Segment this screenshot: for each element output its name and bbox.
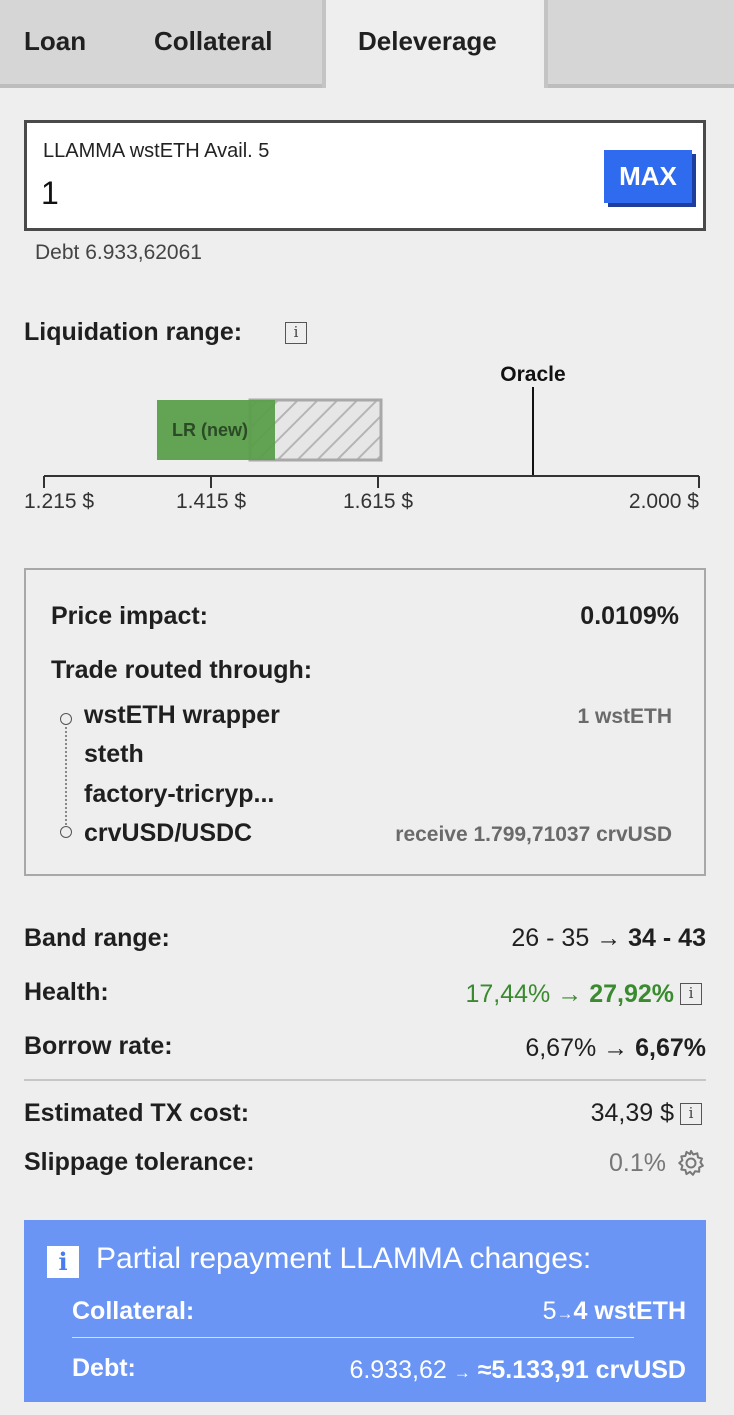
liquidation-range-title: Liquidation range: bbox=[24, 318, 243, 346]
alert-collateral-from: 5 bbox=[542, 1297, 557, 1325]
liquidation-range-chart: LR (new) Oracle 1.215 $ 1.415 $ 1.615 $ … bbox=[0, 360, 734, 540]
new-range-label: LR (new) bbox=[172, 420, 248, 440]
health-value: 17,44% → 27,92% bbox=[466, 980, 675, 1009]
x-tick-label: 1.415 $ bbox=[176, 490, 246, 513]
band-range-label: Band range: bbox=[24, 924, 170, 952]
arrow-icon: → bbox=[557, 980, 583, 1008]
borrow-rate-to: 6,67% bbox=[635, 1034, 706, 1062]
x-tick-label: 2.000 $ bbox=[629, 490, 699, 513]
slippage-value: 0.1% bbox=[609, 1149, 666, 1177]
alert-debt-to: ≈5.133,91 crvUSD bbox=[477, 1356, 686, 1384]
tab-bar: Loan Collateral Deleverage bbox=[0, 0, 734, 88]
collateral-amount-input[interactable] bbox=[41, 175, 441, 212]
health-to: 27,92% bbox=[589, 980, 674, 1008]
tab-loan[interactable]: Loan bbox=[0, 0, 130, 84]
route-connector bbox=[65, 723, 67, 829]
band-range-from: 26 - 35 bbox=[511, 924, 590, 952]
alert-debt-label: Debt: bbox=[72, 1354, 136, 1382]
debt-text: Debt 6.933,62061 bbox=[35, 241, 202, 264]
alert-collateral-label: Collateral: bbox=[72, 1297, 195, 1325]
route-step: crvUSD/USDC bbox=[84, 819, 253, 847]
borrow-rate-value: 6,67% → 6,67% bbox=[525, 1034, 706, 1063]
alert-collateral-value: 5→4 wstETH bbox=[543, 1297, 686, 1326]
alert-debt-value: 6.933,62 → ≈5.133,91 crvUSD bbox=[349, 1356, 686, 1385]
collateral-input-card: LLAMMA wstETH Avail. 5 MAX bbox=[24, 120, 706, 231]
tx-cost-value: 34,39 $ bbox=[590, 1099, 674, 1127]
arrow-icon: → bbox=[603, 1034, 629, 1062]
route-step: steth bbox=[84, 740, 144, 768]
oracle-label: Oracle bbox=[500, 363, 565, 386]
route-start-dot bbox=[60, 713, 72, 725]
tab-divider bbox=[548, 84, 734, 88]
tab-spacer bbox=[548, 0, 734, 84]
arrow-icon: → bbox=[556, 1304, 574, 1323]
trade-summary-box: Price impact: 0.0109% Trade routed throu… bbox=[24, 568, 706, 876]
route-step: wstETH wrapper bbox=[84, 701, 280, 729]
slippage-label: Slippage tolerance: bbox=[24, 1148, 255, 1176]
llamma-changes-alert: i Partial repayment LLAMMA changes: bbox=[24, 1220, 706, 1402]
tx-cost-info-icon[interactable]: i bbox=[680, 1103, 702, 1125]
x-tick-label: 1.615 $ bbox=[343, 490, 413, 513]
tab-deleverage[interactable]: Deleverage bbox=[322, 0, 548, 88]
band-range-to: 34 - 43 bbox=[628, 924, 706, 952]
alert-divider bbox=[72, 1337, 634, 1338]
health-label: Health: bbox=[24, 978, 109, 1006]
x-tick-label: 1.215 $ bbox=[24, 490, 94, 513]
borrow-rate-label: Borrow rate: bbox=[24, 1032, 173, 1060]
new-range-bar bbox=[157, 400, 275, 460]
price-impact-value: 0.0109% bbox=[580, 602, 679, 630]
health-info-icon[interactable]: i bbox=[680, 983, 702, 1005]
tab-divider bbox=[0, 84, 322, 88]
trade-routed-label: Trade routed through: bbox=[51, 656, 313, 684]
borrow-rate-from: 6,67% bbox=[525, 1034, 597, 1062]
band-range-value: 26 - 35 → 34 - 43 bbox=[511, 924, 706, 953]
tx-cost-label: Estimated TX cost: bbox=[24, 1099, 250, 1127]
alert-debt-from: 6.933,62 bbox=[349, 1356, 447, 1384]
alert-title: Partial repayment LLAMMA changes: bbox=[96, 1242, 592, 1275]
max-button[interactable]: MAX bbox=[604, 150, 692, 203]
arrow-icon: → bbox=[596, 924, 622, 952]
alert-collateral-to: 4 wstETH bbox=[573, 1297, 686, 1325]
gear-icon[interactable] bbox=[676, 1148, 706, 1178]
arrow-icon: → bbox=[453, 1363, 471, 1382]
details-divider bbox=[24, 1079, 706, 1081]
input-label: LLAMMA wstETH Avail. 5 bbox=[43, 140, 270, 162]
price-impact-label: Price impact: bbox=[51, 602, 209, 630]
info-icon: i bbox=[47, 1246, 79, 1278]
health-from: 17,44% bbox=[465, 980, 551, 1008]
route-step-note: 1 wstETH bbox=[577, 705, 672, 728]
tab-collateral[interactable]: Collateral bbox=[130, 0, 322, 84]
route-step: factory-tricryp... bbox=[84, 780, 275, 808]
route-end-dot bbox=[60, 826, 72, 838]
route-step-note: receive 1.799,71037 crvUSD bbox=[395, 823, 672, 846]
info-icon[interactable]: i bbox=[285, 322, 307, 344]
